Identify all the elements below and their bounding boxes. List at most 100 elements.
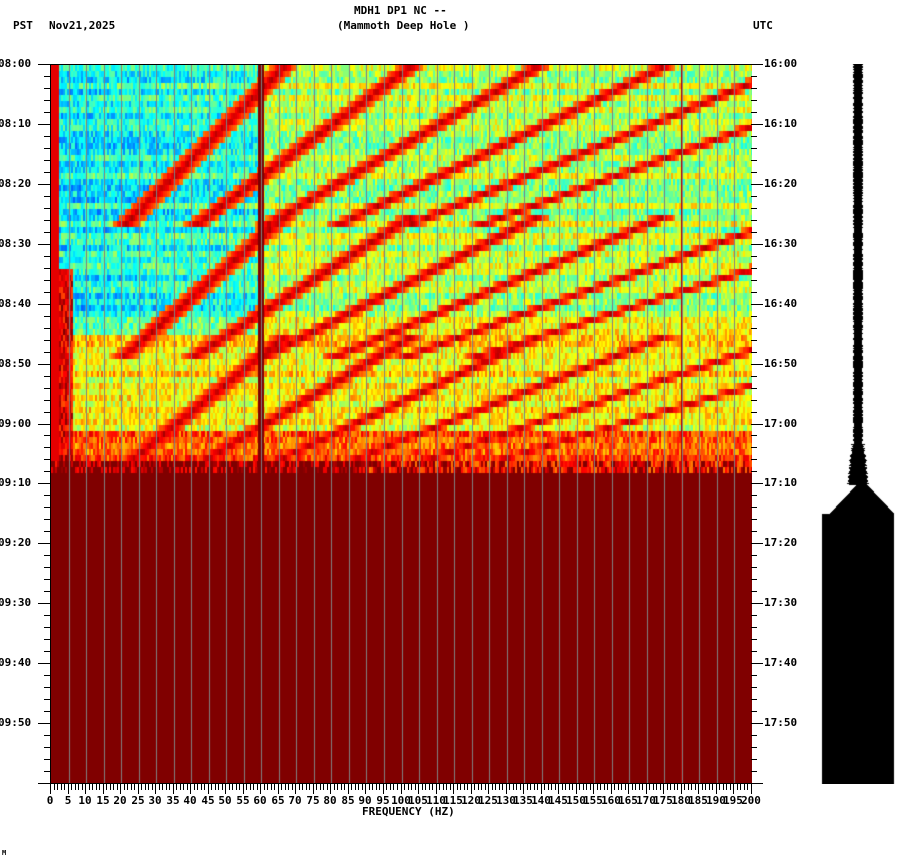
y-tick-left — [44, 495, 50, 496]
y-tick-left — [44, 459, 50, 460]
x-tick — [562, 784, 563, 790]
y-tick-left — [44, 771, 50, 772]
y-tick-left — [44, 136, 50, 137]
x-tick-label: 0 — [46, 794, 54, 807]
y-tick-right — [751, 483, 763, 484]
x-tick-label: 105 — [408, 794, 428, 807]
x-tick — [386, 784, 387, 790]
x-tick-label: 185 — [688, 794, 708, 807]
x-tick — [418, 784, 419, 794]
x-tick — [523, 784, 524, 794]
y-tick-left — [44, 220, 50, 221]
y-tick-left — [38, 64, 50, 65]
x-tick — [446, 784, 447, 790]
x-tick-label: 15 — [96, 794, 110, 807]
x-tick-label: 165 — [618, 794, 638, 807]
x-tick — [723, 784, 724, 790]
x-tick — [530, 784, 531, 790]
x-tick-label: 55 — [236, 794, 250, 807]
left-timezone: PST — [13, 19, 33, 32]
x-tick-label: 65 — [271, 794, 285, 807]
y-tick-left — [38, 184, 50, 185]
x-tick — [313, 784, 314, 794]
x-tick — [607, 784, 608, 790]
y-tick-right — [751, 364, 763, 365]
x-tick — [558, 784, 559, 794]
x-tick — [187, 784, 188, 790]
x-tick-label: 10 — [78, 794, 92, 807]
x-tick — [211, 784, 212, 790]
x-tick — [453, 784, 454, 794]
y-tick-right — [751, 64, 763, 65]
spectrogram-canvas — [51, 65, 752, 784]
x-tick — [271, 784, 272, 790]
x-tick — [611, 784, 612, 794]
x-tick — [159, 784, 160, 790]
x-tick-label: 170 — [636, 794, 656, 807]
y-tick-left — [44, 100, 50, 101]
y-tick-left — [44, 651, 50, 652]
y-tick-right — [751, 136, 757, 137]
x-tick — [243, 784, 244, 794]
x-tick — [288, 784, 289, 790]
x-tick — [548, 784, 549, 790]
seismogram-trace — [820, 64, 896, 784]
y-tick-label-left: 08:50 — [0, 357, 32, 370]
x-tick — [278, 784, 279, 794]
x-tick-label: 45 — [201, 794, 215, 807]
x-tick — [411, 784, 412, 790]
y-tick-right — [751, 447, 757, 448]
x-tick — [600, 784, 601, 790]
x-tick — [565, 784, 566, 790]
x-tick — [569, 784, 570, 790]
x-tick — [618, 784, 619, 790]
x-tick — [376, 784, 377, 790]
y-tick-label-right: 17:50 — [764, 716, 798, 729]
x-tick-label: 180 — [671, 794, 691, 807]
x-tick — [64, 784, 65, 790]
x-tick-label: 200 — [741, 794, 761, 807]
x-tick — [89, 784, 90, 790]
x-tick — [330, 784, 331, 794]
x-tick — [295, 784, 296, 794]
x-tick — [253, 784, 254, 790]
x-tick — [57, 784, 58, 790]
x-tick — [555, 784, 556, 790]
x-tick — [737, 784, 738, 790]
x-tick — [653, 784, 654, 790]
x-tick — [390, 784, 391, 790]
y-tick-right — [751, 579, 757, 580]
x-tick — [541, 784, 542, 794]
y-tick-right — [751, 124, 763, 125]
y-tick-right — [751, 196, 757, 197]
x-tick — [751, 784, 752, 794]
y-tick-left — [38, 723, 50, 724]
y-tick-label-right: 16:20 — [764, 177, 798, 190]
y-tick-left — [44, 172, 50, 173]
x-tick — [436, 784, 437, 794]
x-tick — [173, 784, 174, 794]
y-tick-right — [751, 783, 763, 784]
x-tick — [334, 784, 335, 790]
x-tick — [527, 784, 528, 790]
x-tick — [204, 784, 205, 790]
y-tick-left — [38, 124, 50, 125]
right-timezone: UTC — [753, 19, 773, 32]
x-tick — [621, 784, 622, 790]
y-tick-label-left: 08:20 — [0, 177, 32, 190]
x-tick — [740, 784, 741, 790]
y-tick-left — [44, 531, 50, 532]
x-tick — [586, 784, 587, 790]
x-tick — [481, 784, 482, 790]
y-tick-left — [44, 88, 50, 89]
y-tick-right — [751, 531, 757, 532]
y-tick-right — [751, 735, 757, 736]
x-tick — [75, 784, 76, 790]
x-tick — [341, 784, 342, 790]
x-tick — [670, 784, 671, 790]
y-tick-left — [44, 412, 50, 413]
station-line: MDH1 DP1 NC -- — [354, 4, 447, 17]
x-tick — [85, 784, 86, 794]
x-tick — [604, 784, 605, 790]
x-tick-label: 90 — [358, 794, 372, 807]
